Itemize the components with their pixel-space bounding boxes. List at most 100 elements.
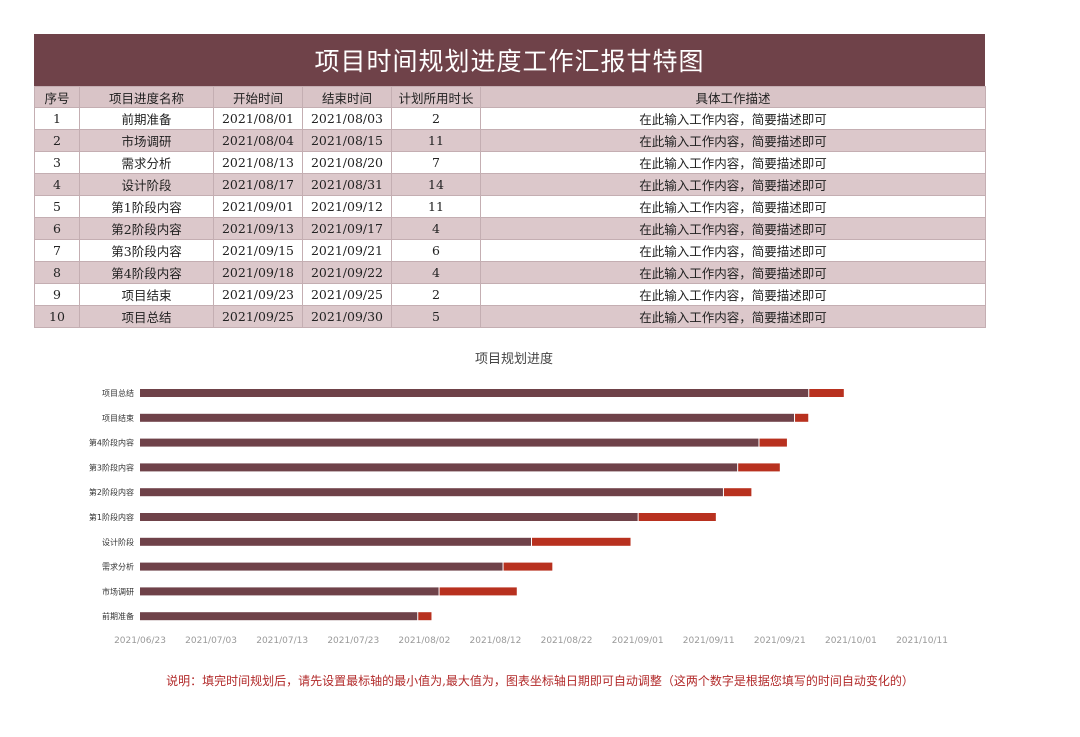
- bar-start-offset: [140, 587, 439, 596]
- cell-duration: 14: [391, 173, 481, 196]
- table-row: 4 设计阶段 2021/08/17 2021/08/31 14 在此输入工作内容，简要描述…: [34, 173, 986, 196]
- table-row: 7 第3阶段内容 2021/09/15 2021/09/21 6 在此输入工作内容，简要描…: [34, 239, 986, 262]
- x-tick-label: 2021/07/13: [256, 636, 308, 646]
- cell-index: 1: [34, 107, 80, 130]
- header-end-date: 结束时间: [302, 86, 392, 108]
- cell-duration: 11: [391, 195, 481, 218]
- cell-duration: 4: [391, 261, 481, 284]
- cell-end-date: 2021/09/30: [302, 305, 392, 328]
- cell-description: 在此输入工作内容，简要描述即可: [480, 173, 986, 196]
- cell-start-date: 2021/09/01: [213, 195, 303, 218]
- table-row: 6 第2阶段内容 2021/09/13 2021/09/17 4 在此输入工作内容，简要描…: [34, 217, 986, 240]
- cell-index: 9: [34, 283, 80, 306]
- bars: [140, 389, 844, 621]
- y-tick-label: 项目结束: [102, 413, 134, 423]
- cell-end-date: 2021/08/03: [302, 107, 392, 130]
- cell-description: 在此输入工作内容，简要描述即可: [480, 305, 986, 328]
- header-duration: 计划所用时长: [391, 86, 481, 108]
- chart-title: 项目规划进度: [475, 351, 553, 367]
- table-row: 3 需求分析 2021/08/13 2021/08/20 7 在此输入工作内容，简要描述即…: [34, 151, 986, 174]
- cell-description: 在此输入工作内容，简要描述即可: [480, 107, 986, 130]
- y-tick-label: 需求分析: [102, 562, 134, 572]
- table-row: 10 项目总结 2021/09/25 2021/09/30 5 在此输入工作内容，简要描述…: [34, 305, 986, 328]
- y-tick-label: 第4阶段内容: [89, 438, 134, 448]
- cell-end-date: 2021/09/22: [302, 261, 392, 284]
- sheet-title: 项目时间规划进度工作汇报甘特图: [34, 34, 985, 86]
- bar-start-offset: [140, 513, 638, 521]
- bar-duration: [738, 463, 780, 472]
- bar-duration: [759, 438, 787, 447]
- x-tick-label: 2021/09/21: [754, 636, 806, 646]
- cell-description: 在此输入工作内容，简要描述即可: [480, 151, 986, 174]
- cell-task-name: 第4阶段内容: [79, 261, 214, 284]
- bar-start-offset: [140, 562, 503, 571]
- header-description: 具体工作描述: [480, 86, 986, 108]
- cell-description: 在此输入工作内容，简要描述即可: [480, 283, 986, 306]
- bar-duration: [418, 612, 432, 621]
- y-tick-label: 第2阶段内容: [89, 487, 134, 497]
- header-index: 序号: [34, 86, 80, 108]
- table-body: 1 前期准备 2021/08/01 2021/08/03 2 在此输入工作内容，简要描述即…: [34, 107, 986, 328]
- table-header-row: 序号 项目进度名称 开始时间 结束时间 计划所用时长 具体工作描述: [34, 86, 986, 108]
- table-row: 5 第1阶段内容 2021/09/01 2021/09/12 11 在此输入工作内容，简要…: [34, 195, 986, 218]
- cell-task-name: 项目结束: [79, 283, 214, 306]
- bar-start-offset: [140, 413, 795, 422]
- cell-duration: 2: [391, 107, 481, 130]
- cell-start-date: 2021/08/01: [213, 107, 303, 130]
- cell-task-name: 项目总结: [79, 305, 214, 328]
- bar-duration: [723, 488, 752, 497]
- x-tick-label: 2021/07/03: [185, 636, 237, 646]
- cell-end-date: 2021/08/20: [302, 151, 392, 174]
- cell-duration: 2: [391, 283, 481, 306]
- header-start-date: 开始时间: [213, 86, 303, 108]
- cell-start-date: 2021/09/25: [213, 305, 303, 328]
- cell-duration: 11: [391, 129, 481, 152]
- x-tick-label: 2021/08/12: [470, 636, 522, 646]
- cell-task-name: 前期准备: [79, 107, 214, 130]
- gantt-sheet: 项目时间规划进度工作汇报甘特图 序号 项目进度名称 开始时间 结束时间 计划所用…: [34, 34, 986, 328]
- cell-start-date: 2021/08/17: [213, 173, 303, 196]
- y-axis-labels: 前期准备 市场调研 需求分析 设计阶段 第1阶段内容第2阶段内容第3阶段内容第4阶段内容…: [89, 388, 134, 621]
- gantt-chart-svg: 项目规划进度 前期准备 市场调研 需求分析 设计阶段 第1阶段内容第2阶段内容第3阶段内…: [89, 351, 948, 646]
- cell-index: 4: [34, 173, 80, 196]
- cell-description: 在此输入工作内容，简要描述即可: [480, 261, 986, 284]
- bar-start-offset: [140, 537, 531, 546]
- y-tick-label: 设计阶段: [102, 537, 134, 547]
- cell-end-date: 2021/09/21: [302, 239, 392, 262]
- bar-start-offset: [140, 463, 738, 472]
- cell-description: 在此输入工作内容，简要描述即可: [480, 217, 986, 240]
- cell-duration: 7: [391, 151, 481, 174]
- y-tick-label: 市场调研: [102, 586, 134, 596]
- cell-index: 6: [34, 217, 80, 240]
- bar-start-offset: [140, 438, 759, 447]
- bar-duration: [638, 513, 716, 521]
- x-tick-label: 2021/10/11: [896, 636, 948, 646]
- bar-duration: [439, 587, 517, 596]
- cell-task-name: 市场调研: [79, 129, 214, 152]
- x-tick-label: 2021/06/23: [114, 636, 166, 646]
- cell-end-date: 2021/09/12: [302, 195, 392, 218]
- cell-task-name: 第2阶段内容: [79, 217, 214, 240]
- bar-start-offset: [140, 488, 723, 497]
- cell-start-date: 2021/09/23: [213, 283, 303, 306]
- cell-task-name: 需求分析: [79, 151, 214, 174]
- cell-index: 10: [34, 305, 80, 328]
- table-row: 1 前期准备 2021/08/01 2021/08/03 2 在此输入工作内容，简要描述即…: [34, 107, 986, 130]
- cell-end-date: 2021/08/31: [302, 173, 392, 196]
- cell-end-date: 2021/09/17: [302, 217, 392, 240]
- cell-description: 在此输入工作内容，简要描述即可: [480, 239, 986, 262]
- table-row: 8 第4阶段内容 2021/09/18 2021/09/22 4 在此输入工作内容，简要描…: [34, 261, 986, 284]
- header-task-name: 项目进度名称: [79, 86, 214, 108]
- x-tick-label: 2021/09/11: [683, 636, 735, 646]
- cell-description: 在此输入工作内容，简要描述即可: [480, 129, 986, 152]
- y-tick-label: 前期准备: [102, 611, 134, 621]
- cell-task-name: 第3阶段内容: [79, 239, 214, 262]
- schedule-table: 序号 项目进度名称 开始时间 结束时间 计划所用时长 具体工作描述 1 前期准备 2…: [34, 86, 986, 328]
- cell-duration: 4: [391, 217, 481, 240]
- x-tick-label: 2021/08/22: [541, 636, 593, 646]
- bar-start-offset: [140, 612, 418, 621]
- bar-duration: [503, 562, 553, 571]
- cell-start-date: 2021/09/18: [213, 261, 303, 284]
- x-axis-labels: 2021/06/23 2021/07/03 2021/07/13 2021/07/23…: [114, 636, 948, 646]
- bar-start-offset: [140, 389, 809, 397]
